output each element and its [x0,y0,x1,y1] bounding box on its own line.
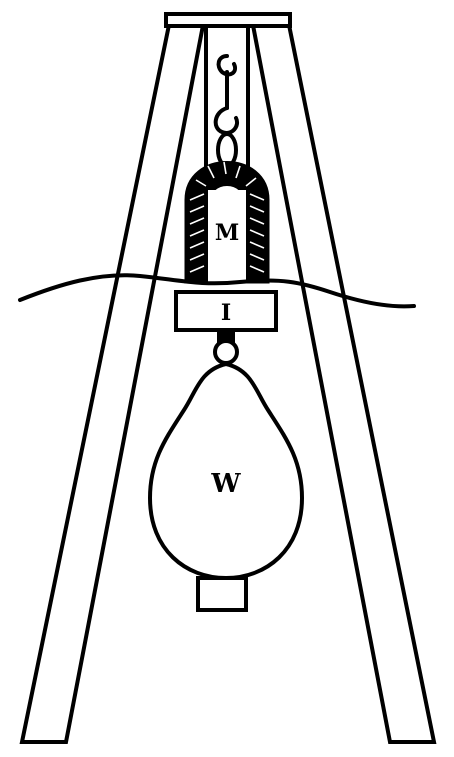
suspension-hook [213,54,239,168]
label-magnet: M [215,220,239,246]
stand-right-leg [249,18,437,744]
horseshoe-magnet [184,161,270,284]
label-iron-bar: I [221,300,231,326]
connecting-ring [213,328,239,365]
wavy-surface-line [18,273,416,309]
weight-base-block [196,576,248,612]
stand-left-leg [19,18,207,744]
label-weight: W [210,469,241,499]
iron-keeper-bar [174,290,278,332]
stand-top-bar-cap [164,12,292,28]
